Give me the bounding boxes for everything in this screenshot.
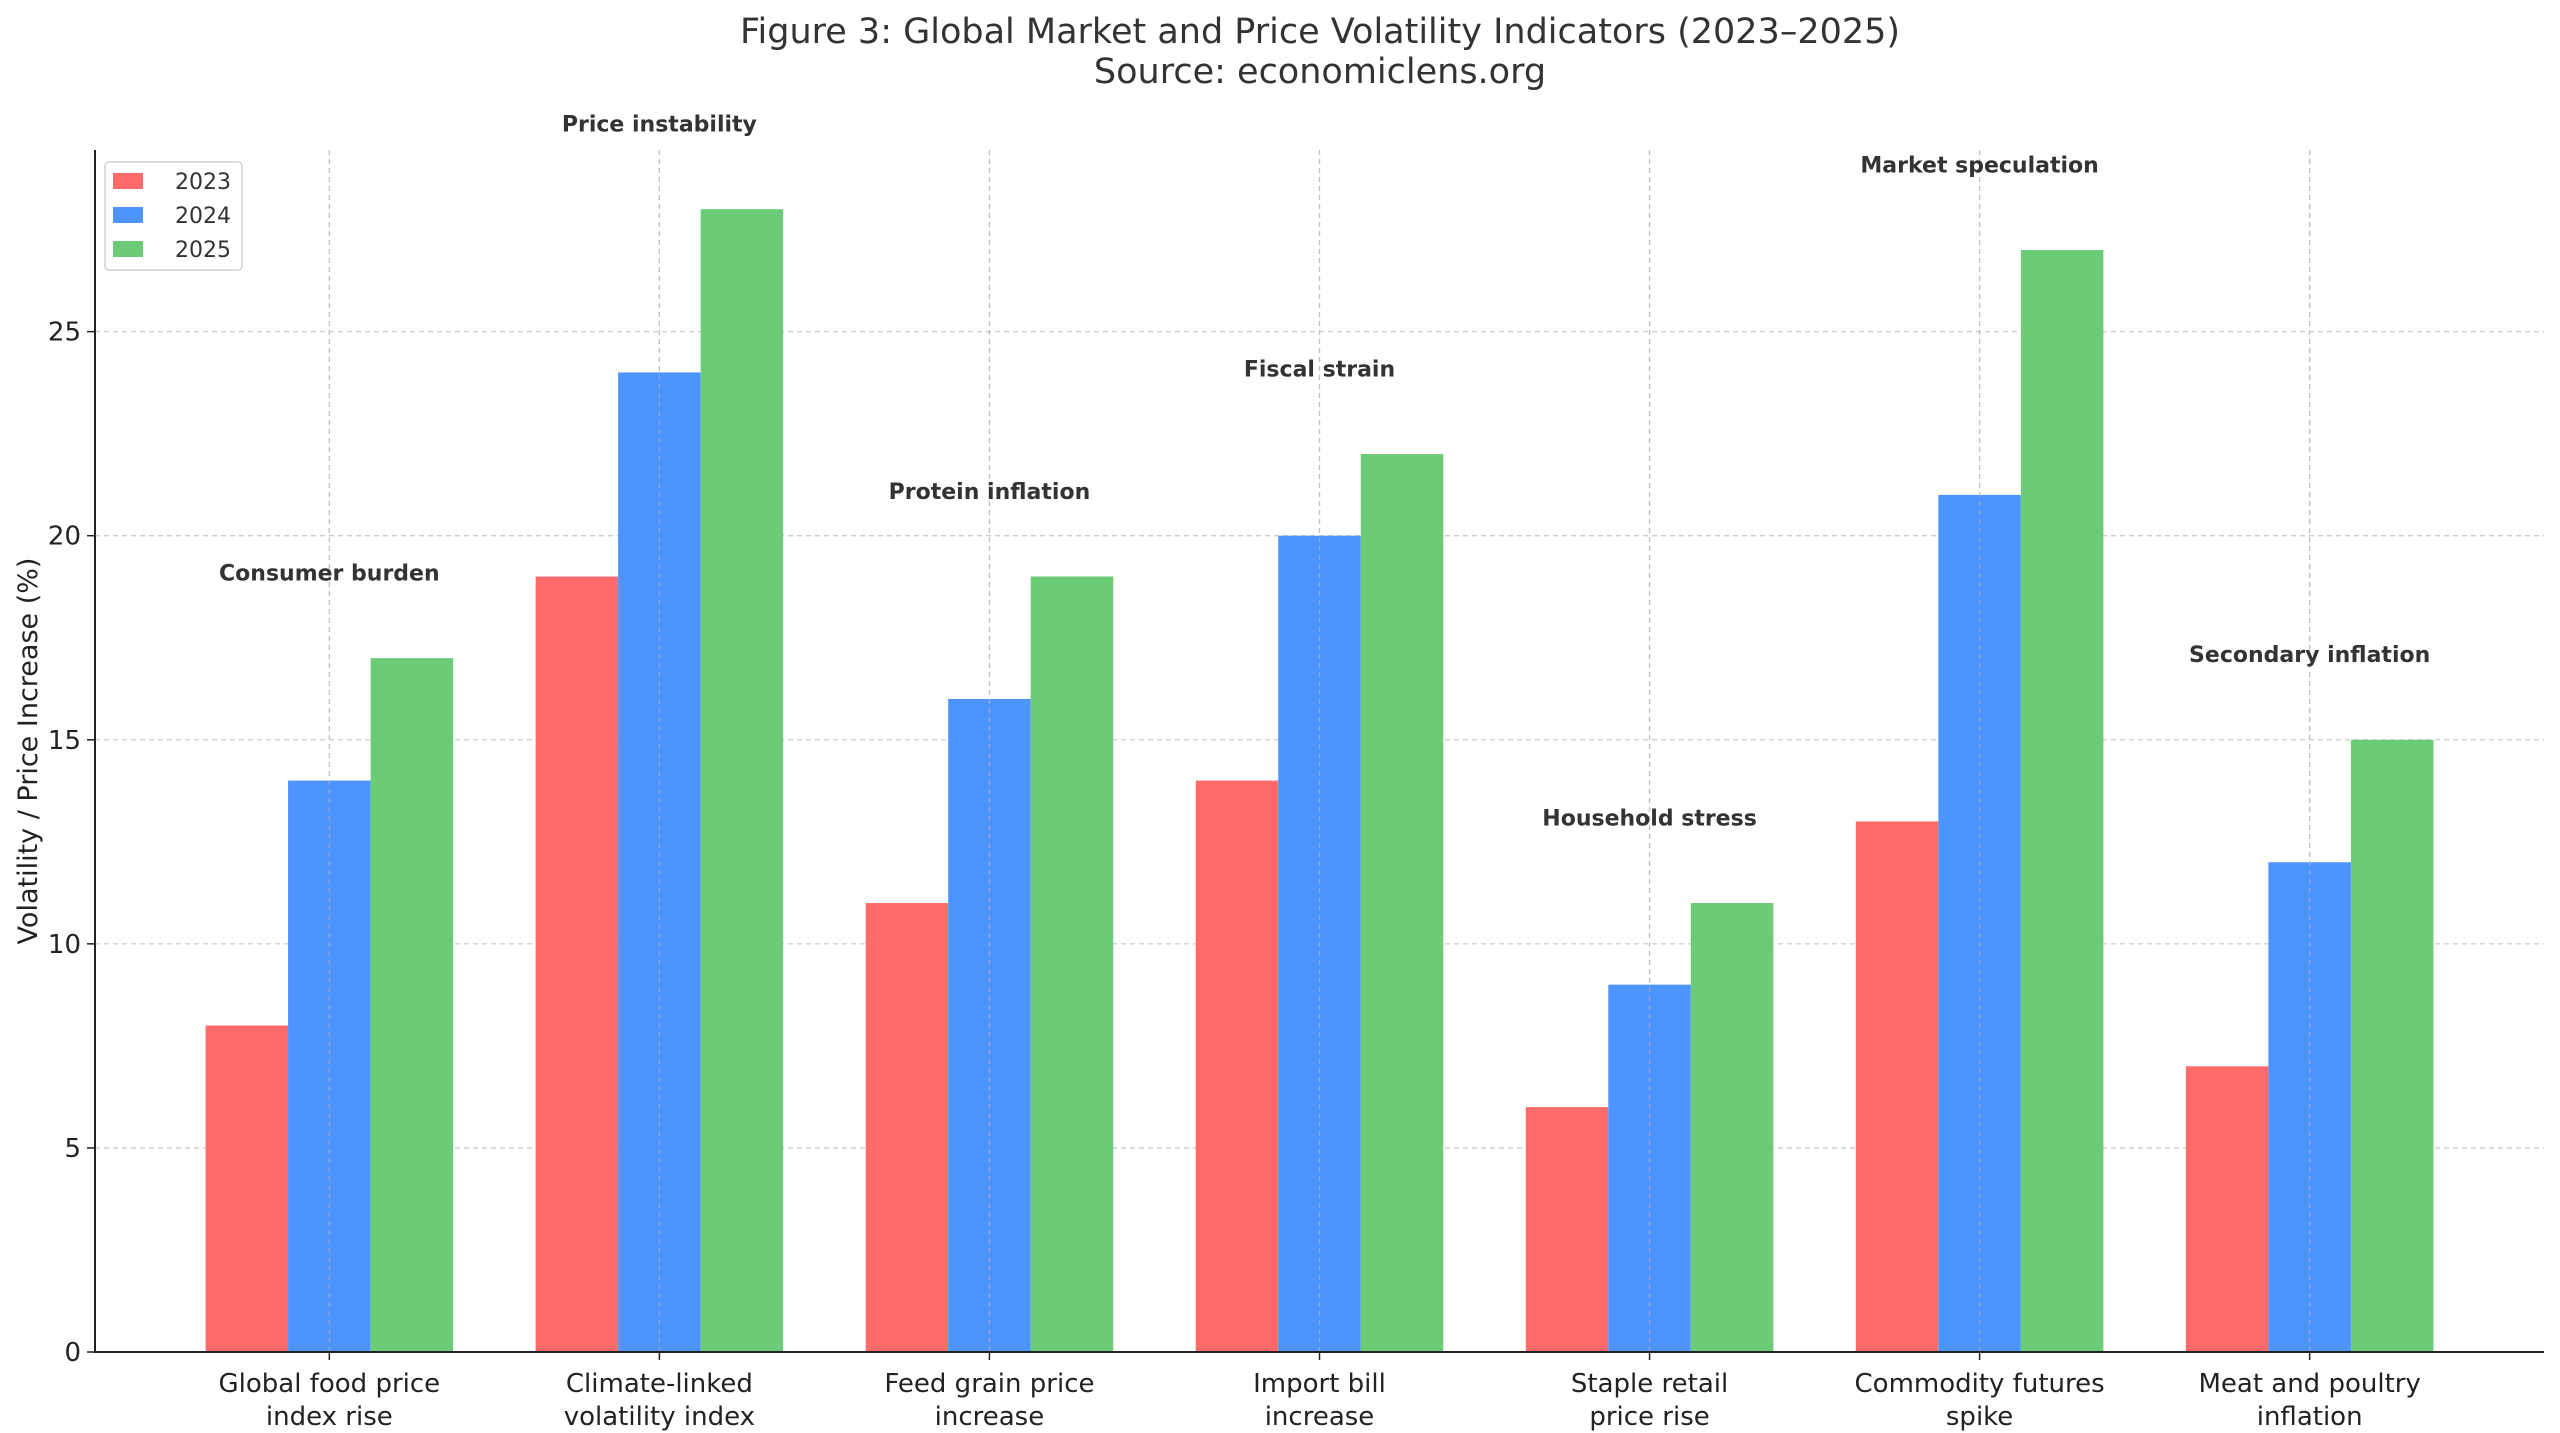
bar-annotation: Protein inflation <box>889 480 1091 505</box>
bar-annotation: Fiscal strain <box>1244 357 1395 382</box>
x-tick-label-line: Feed grain price <box>884 1369 1094 1399</box>
bar-2023 <box>1525 1107 1609 1352</box>
x-tick-label: Global food price index rise <box>219 1369 441 1432</box>
y-tick-label: 0 <box>64 1338 81 1368</box>
bar-2023 <box>2185 1066 2269 1352</box>
legend-label: 2025 <box>175 238 231 263</box>
x-tick-label-line: spike <box>1946 1402 2013 1432</box>
bar-2025 <box>370 658 454 1352</box>
bar-2024 <box>288 780 371 1352</box>
x-tick-label-line: inflation <box>2257 1402 2363 1432</box>
x-tick-label: Import bill increase <box>1253 1369 1386 1432</box>
x-tick-label-line: Import bill <box>1253 1369 1386 1399</box>
bar-annotation: Secondary inflation <box>2189 643 2430 668</box>
bar-2023 <box>1855 821 1939 1352</box>
x-tick-label-line: Climate-linked <box>566 1369 753 1399</box>
bar-annotation: Consumer burden <box>219 562 440 587</box>
x-tick-label: Feed grain price increase <box>884 1369 1094 1432</box>
legend-label: 2023 <box>175 170 231 195</box>
x-tick-label-line: Commodity futures <box>1855 1369 2105 1399</box>
x-tick-label-line: increase <box>935 1402 1045 1432</box>
bar-2023 <box>865 903 949 1352</box>
x-tick-label-line: increase <box>1265 1402 1375 1432</box>
chart-title: Figure 3: Global Market and Price Volati… <box>740 12 1900 52</box>
y-tick-label: 20 <box>48 522 81 552</box>
legend-swatch-2023 <box>113 173 143 189</box>
x-tick-label-line: price rise <box>1589 1402 1709 1432</box>
chart-subtitle: Source: economiclens.org <box>1094 52 1546 92</box>
x-tick-label: Staple retail price rise <box>1571 1369 1728 1432</box>
legend-swatch-2024 <box>113 207 143 223</box>
y-tick-label: 10 <box>48 930 81 960</box>
bar-annotation: Price instability <box>562 113 757 138</box>
bar-2025 <box>1690 903 1774 1352</box>
x-tick-label-line: Global food price <box>219 1369 441 1399</box>
bar-annotation: Household stress <box>1542 806 1757 831</box>
x-tick-label-line: Staple retail <box>1571 1369 1728 1399</box>
x-tick-label: Commodity futures spike <box>1855 1369 2105 1432</box>
x-tick-label: Meat and poultry inflation <box>2198 1369 2420 1432</box>
bar-2025 <box>700 209 784 1353</box>
y-axis-label: Volatility / Price Increase (%) <box>13 558 44 945</box>
bar-2025 <box>2020 249 2104 1353</box>
bar-2025 <box>1030 576 1114 1352</box>
x-tick-label: Climate-linked volatility index <box>564 1369 755 1432</box>
bar-2025 <box>1360 454 1444 1353</box>
bar-2023 <box>1195 780 1279 1352</box>
legend-swatch-2025 <box>113 241 143 257</box>
x-tick-label-line: Meat and poultry <box>2198 1369 2420 1399</box>
y-tick-label: 25 <box>48 318 81 348</box>
x-tick-label-line: volatility index <box>564 1402 755 1432</box>
bar-2023 <box>535 576 619 1352</box>
bar-annotation: Market speculation <box>1860 153 2098 178</box>
legend-label: 2024 <box>175 204 231 229</box>
y-tick-label: 15 <box>48 726 81 756</box>
y-tick-label: 5 <box>64 1134 81 1164</box>
x-tick-label-line: index rise <box>266 1402 393 1432</box>
bar-2025 <box>2350 739 2434 1352</box>
bar-2023 <box>205 1025 289 1352</box>
